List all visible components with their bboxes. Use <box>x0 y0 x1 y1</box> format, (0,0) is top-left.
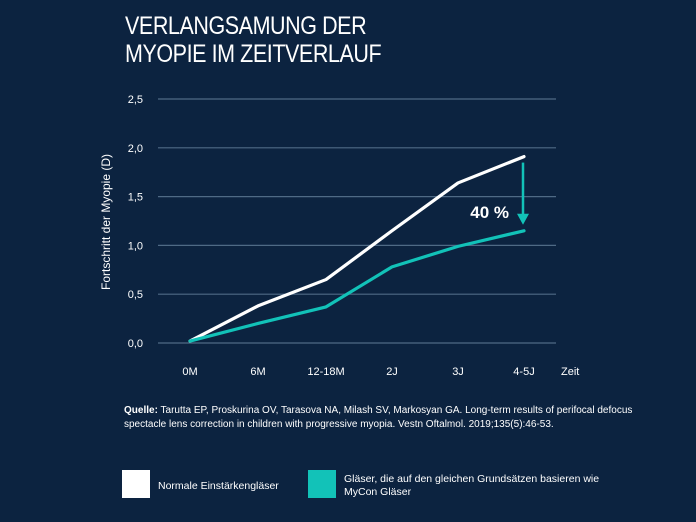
x-tick-label: 0M <box>182 366 197 378</box>
x-axis-label: Zeit <box>561 366 579 378</box>
y-tick-label: 1,5 <box>128 192 143 204</box>
line-chart: 0,0 0,5 1,0 1,5 2,0 2,5 0M 6M 12-18M 2J 3J 4-5J 40… <box>99 94 579 378</box>
series-line-mycon <box>188 229 526 343</box>
reduction-annotation: 40 % <box>470 162 529 225</box>
chart-title: VERLANGSAMUNG DER MYOPIE IM ZEITVERLAUF <box>125 12 382 68</box>
legend-label-mycon: Gläser, die auf den gleichen Grundsätzen… <box>344 473 600 498</box>
x-tick-label: 6M <box>250 366 265 378</box>
x-axis-ticks: 0M 6M 12-18M 2J 3J 4-5J <box>182 366 534 378</box>
y-axis-label: Fortschritt der Myopie (D) <box>99 154 113 290</box>
y-axis-ticks: 0,0 0,5 1,0 1,5 2,0 2,5 <box>128 94 143 350</box>
x-tick-label: 2J <box>386 366 398 378</box>
source-citation: Quelle: Tarutta EP, Proskurina OV, Taras… <box>124 404 644 432</box>
source-prefix: Quelle: <box>124 405 158 416</box>
gridlines <box>158 98 556 344</box>
y-tick-label: 0,5 <box>128 289 143 301</box>
series-lines <box>188 154 526 343</box>
y-tick-label: 0,0 <box>128 338 143 350</box>
x-tick-label: 12-18M <box>307 366 344 378</box>
x-tick-label: 4-5J <box>513 366 534 378</box>
y-tick-label: 2,5 <box>128 94 143 106</box>
y-tick-label: 1,0 <box>128 240 143 252</box>
series-line-normal <box>188 154 526 343</box>
source-text: Tarutta EP, Proskurina OV, Tarasova NA, … <box>124 405 633 430</box>
chart-title-line-1: VERLANGSAMUNG DER <box>125 12 367 40</box>
chart-title-line-2: MYOPIE IM ZEITVERLAUF <box>125 40 382 68</box>
annotation-label: 40 % <box>470 203 509 222</box>
legend-swatch-teal <box>308 470 336 498</box>
annotation-arrow-head <box>517 213 529 225</box>
legend-label-normal: Normale Einstärkengläser <box>158 480 279 492</box>
x-tick-label: 3J <box>452 366 464 378</box>
y-tick-label: 2,0 <box>128 143 143 155</box>
legend-swatch-white <box>122 470 150 498</box>
